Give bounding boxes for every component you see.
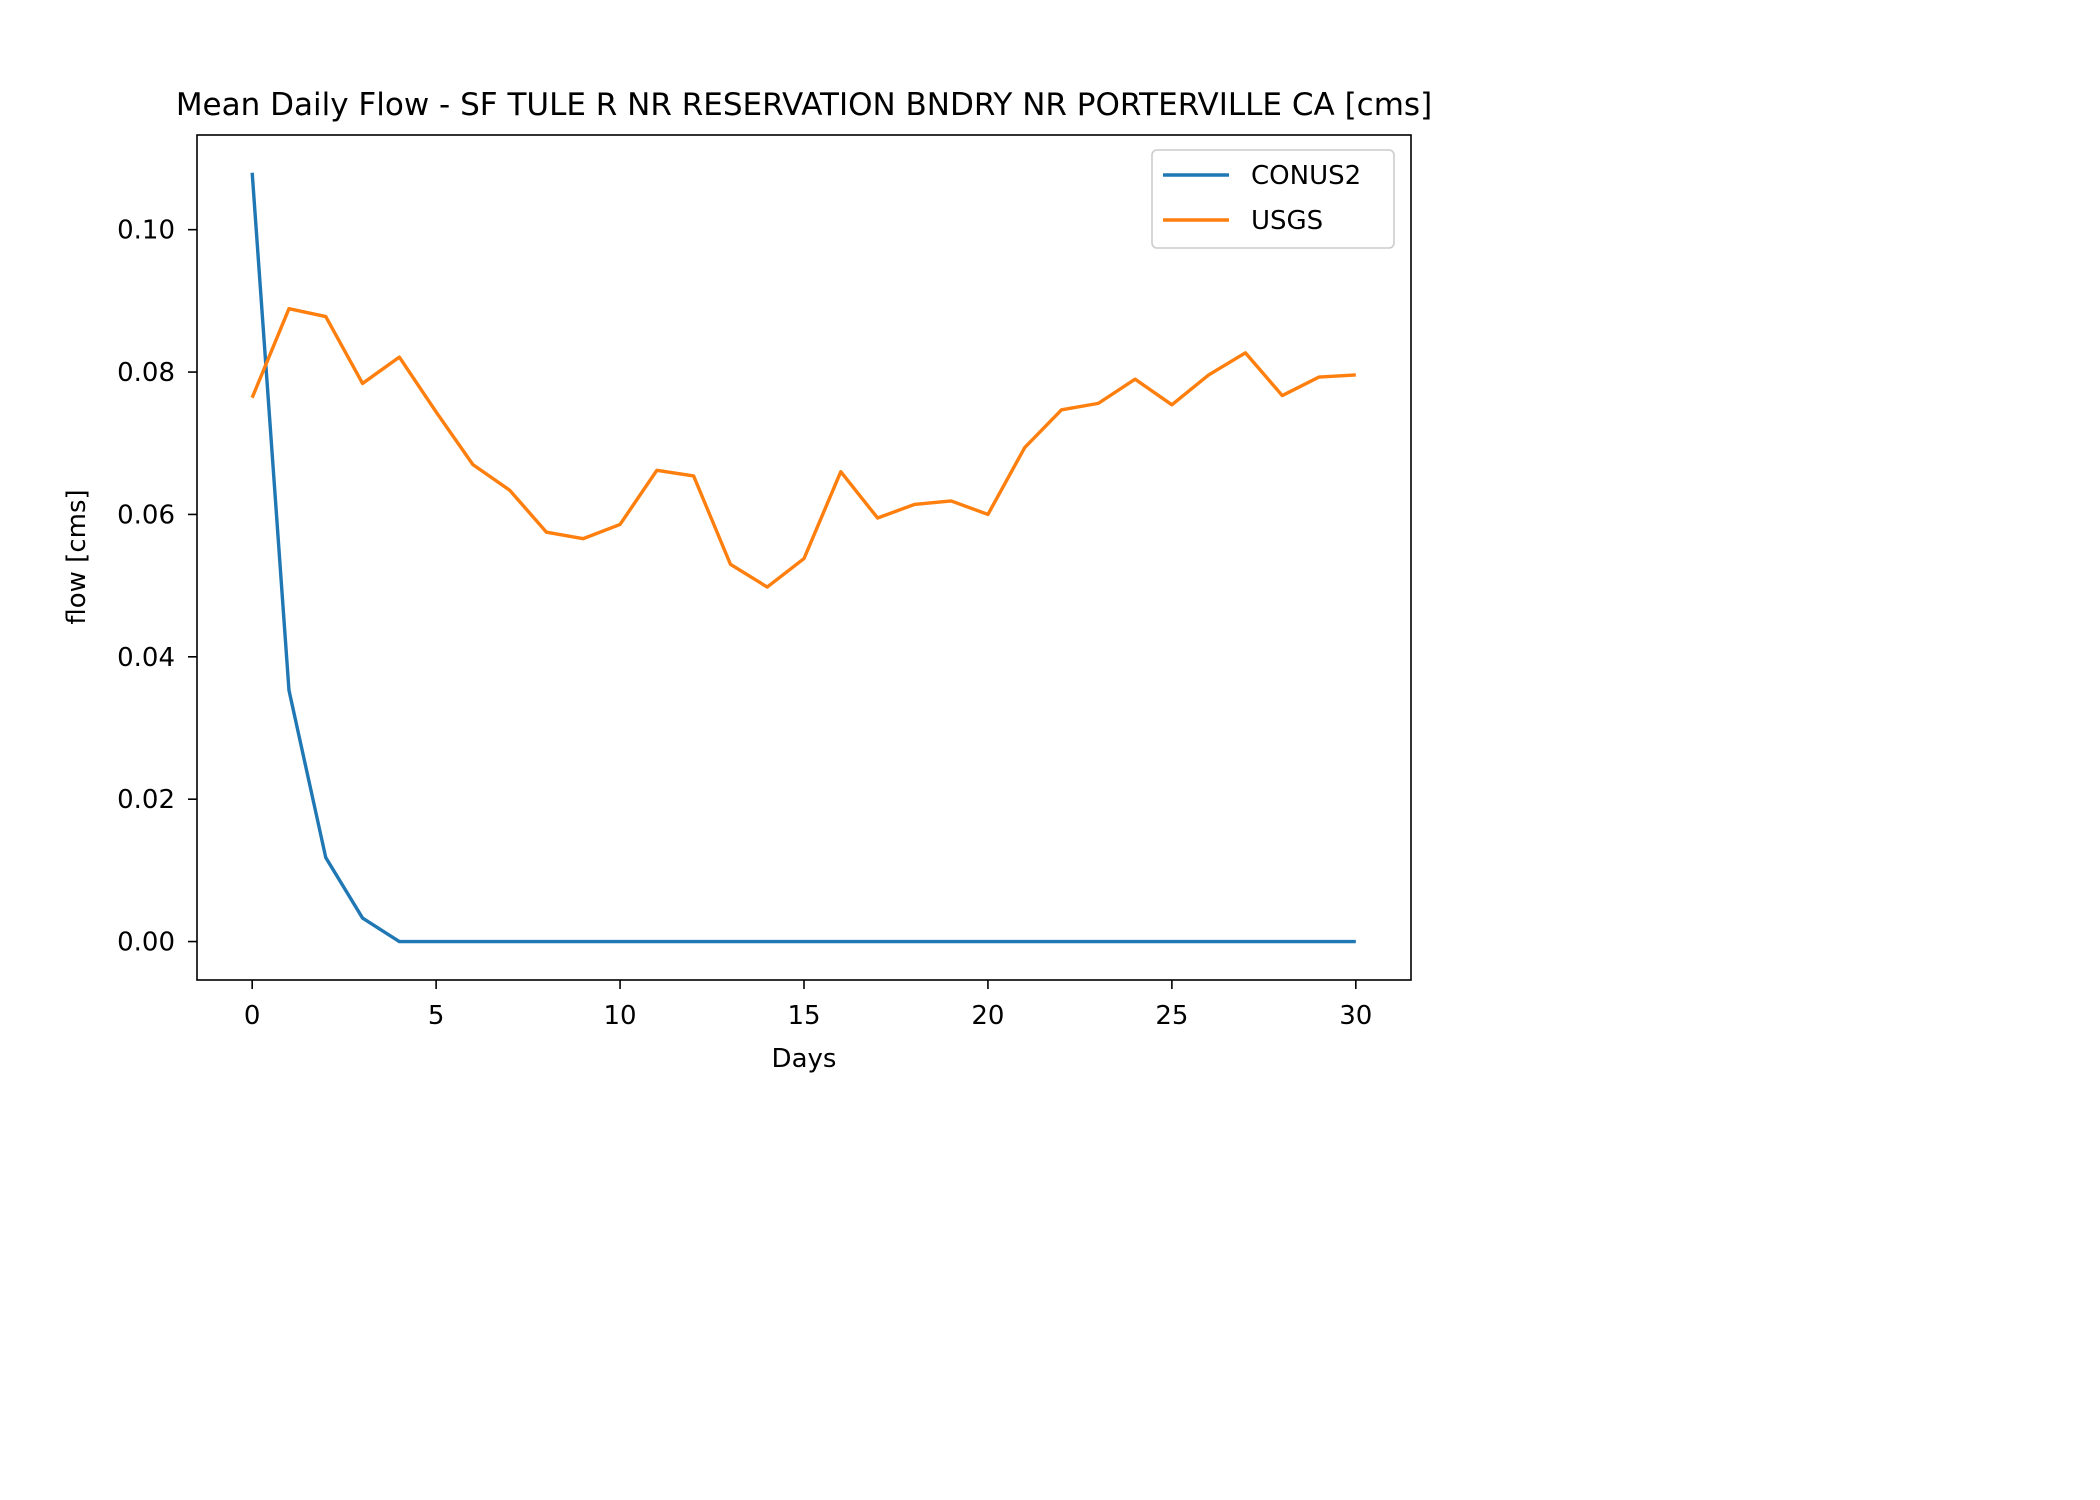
y-tick-label: 0.04 — [117, 643, 175, 673]
x-tick-label: 5 — [428, 1001, 445, 1031]
x-tick-label: 25 — [1155, 1001, 1188, 1031]
chart-title: Mean Daily Flow - SF TULE R NR RESERVATI… — [176, 87, 1432, 123]
x-axis-label: Days — [772, 1044, 837, 1074]
y-tick-label: 0.00 — [117, 928, 175, 958]
y-tick-label: 0.02 — [117, 785, 175, 815]
legend: CONUS2 USGS — [1151, 149, 1395, 249]
y-tick-label: 0.08 — [117, 358, 175, 388]
chart: Mean Daily Flow - SF TULE R NR RESERVATI… — [62, 87, 1432, 1074]
legend-label: USGS — [1251, 206, 1323, 236]
series-line-usgs — [250, 307, 1356, 589]
x-tick-label: 15 — [787, 1001, 820, 1031]
series-line-conus2 — [250, 172, 1356, 944]
y-axis-ticks: 0.00 0.02 0.04 0.06 0.08 0.10 — [117, 216, 197, 958]
y-axis-label: flow [cms] — [62, 489, 92, 624]
series-lines — [250, 172, 1356, 944]
y-tick-label: 0.10 — [117, 216, 175, 246]
x-tick-label: 30 — [1339, 1001, 1372, 1031]
y-tick-label: 0.06 — [117, 500, 175, 530]
x-tick-label: 0 — [244, 1001, 261, 1031]
plot-frame — [196, 134, 1412, 981]
x-axis-ticks: 0 5 10 15 20 25 30 — [244, 980, 1372, 1031]
x-tick-label: 10 — [604, 1001, 637, 1031]
x-tick-label: 20 — [971, 1001, 1004, 1031]
legend-label: CONUS2 — [1251, 161, 1361, 191]
